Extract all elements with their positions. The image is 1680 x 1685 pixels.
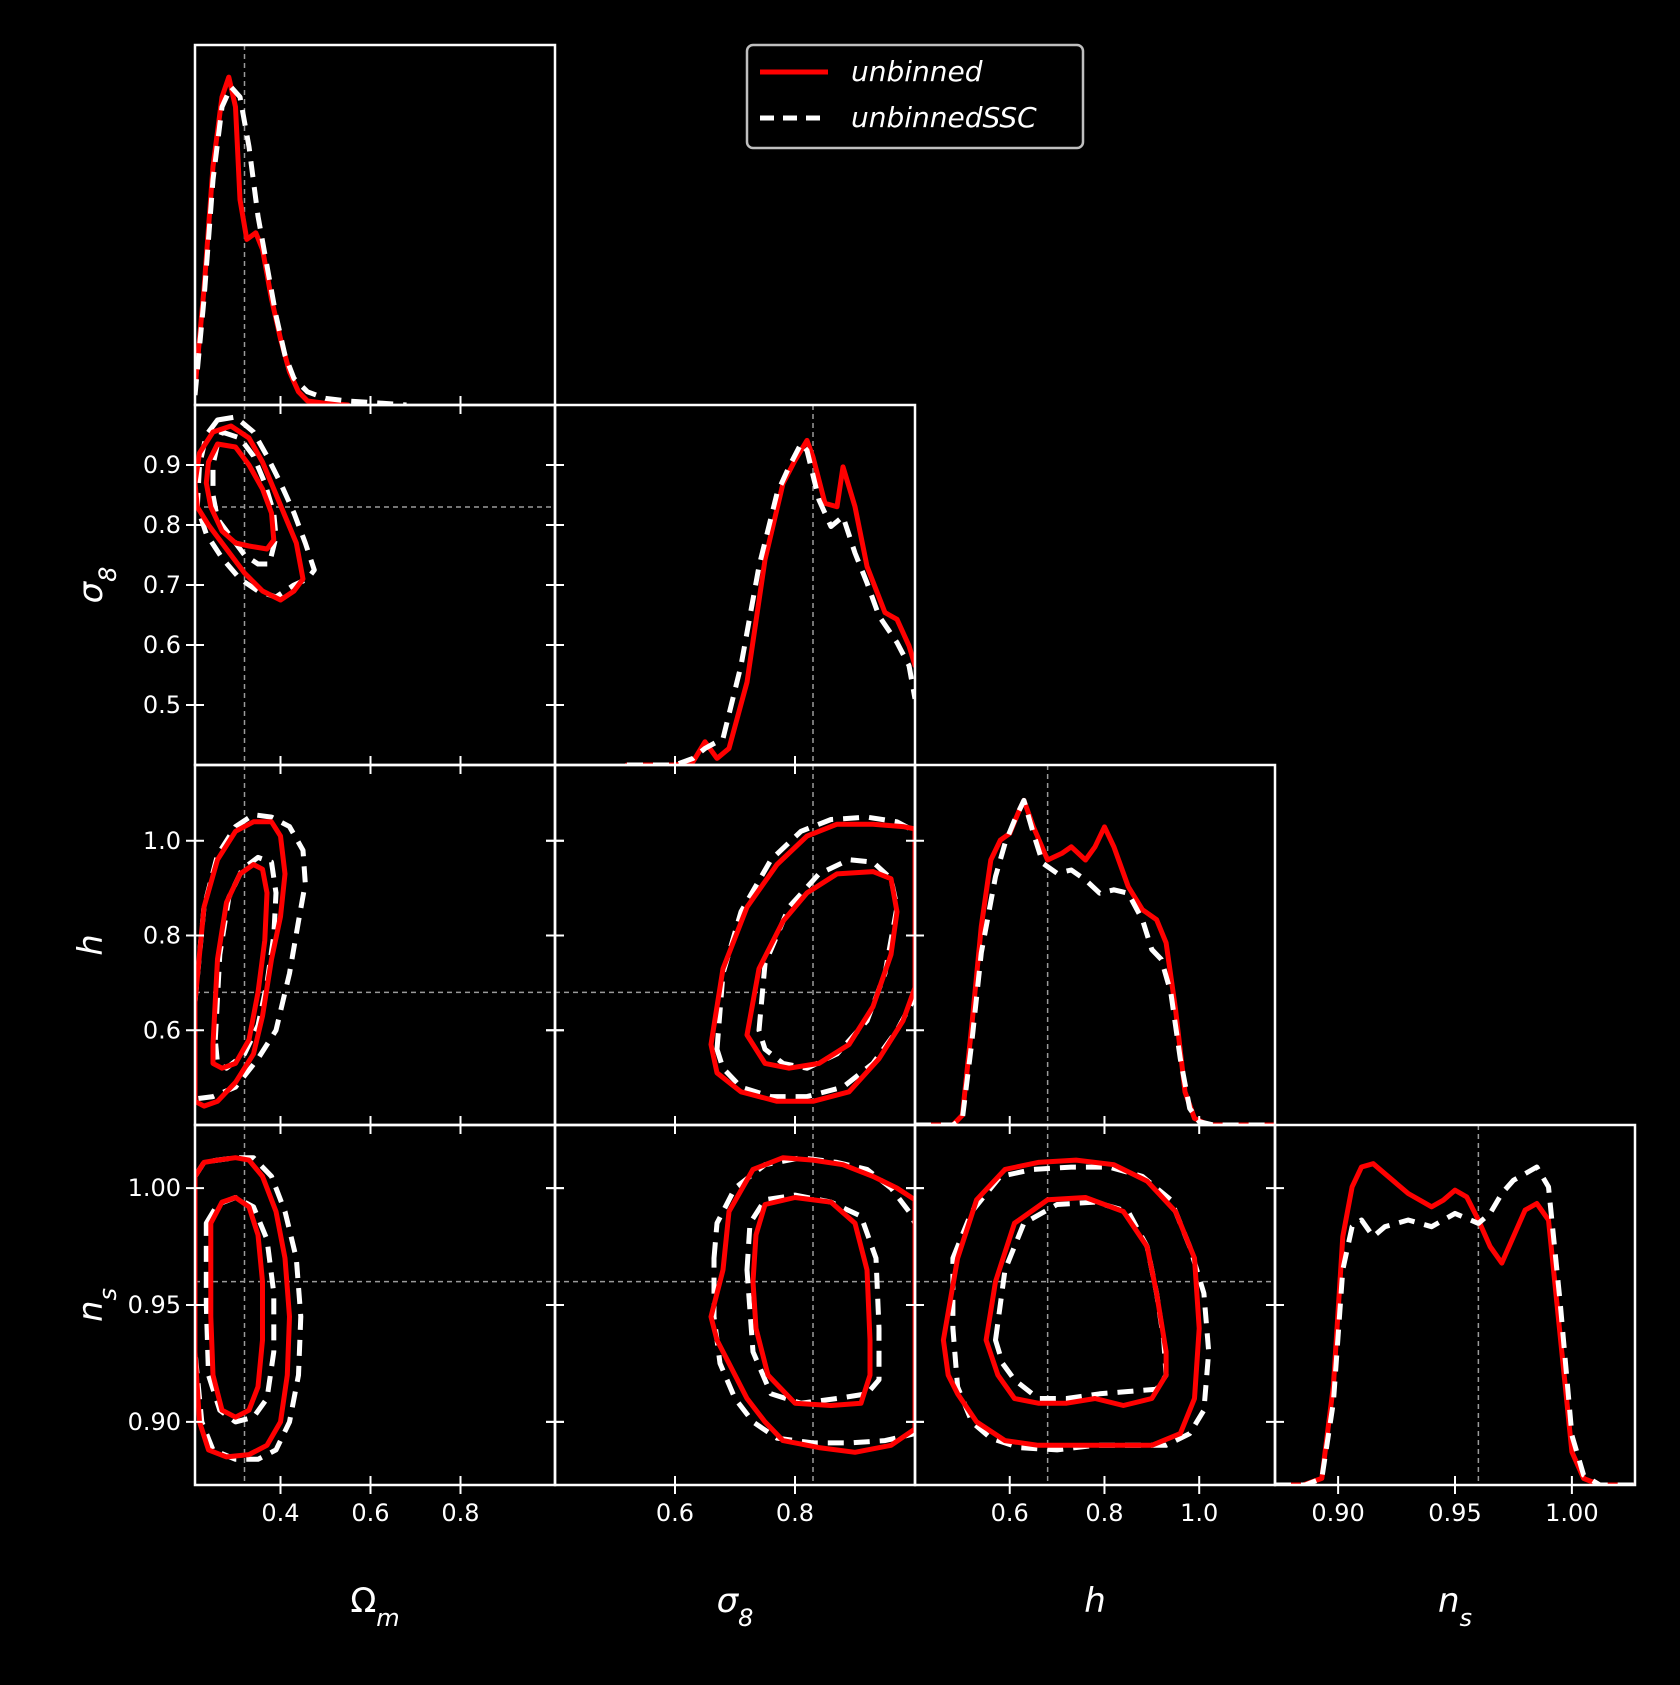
x-tick-label-ns: 0.90	[1311, 1499, 1364, 1527]
y-tick-label-s8: 0.8	[143, 511, 181, 539]
contour-h-ns-unbinnedssc-95	[950, 1164, 1212, 1453]
corner-panels: 0.50.60.70.80.90.60.81.00.4 0.6 0.80.900.9…	[71, 43, 1637, 1632]
contour-Om-ns-unbinned-95	[195, 1155, 292, 1460]
marginal-ns-unbinned	[1275, 1161, 1635, 1485]
x-axis-label-s8: σ8	[717, 1581, 754, 1632]
panel-h-h	[913, 763, 1277, 1134]
panel-Om-Om	[193, 43, 557, 414]
contour-Om-s8-unbinned-68	[203, 441, 277, 552]
y-tick-label-h: 0.6	[143, 1016, 181, 1044]
marginal-h-unbinned	[915, 797, 1275, 1125]
contour-Om-h-unbinned-68	[210, 862, 270, 1071]
legend-label-unbinnedssc: unbinnedSSC	[851, 101, 1037, 134]
y-tick-label-ns: 1.00	[128, 1174, 181, 1202]
y-tick-label-s8: 0.5	[143, 691, 181, 719]
x-tick-label-Om: 0.6	[351, 1499, 389, 1527]
x-tick-label-Om: 0.8	[441, 1499, 479, 1527]
x-axis-label-ns: ns	[1438, 1581, 1472, 1632]
legend: unbinned unbinnedSSC	[745, 43, 1085, 150]
y-axis-label-s8: σ8	[71, 567, 122, 604]
y-tick-label-ns: 0.90	[128, 1408, 181, 1436]
y-tick-label-h: 1.0	[143, 827, 181, 855]
panel-Om-h: 0.6 0.8 1.0	[143, 763, 564, 1134]
x-tick-label-ns: 1.00	[1545, 1499, 1598, 1527]
contour-Om-s8-unbinned-95	[195, 423, 306, 603]
legend-frame	[745, 43, 1085, 150]
panel-s8-ns: 0.6 0.8	[546, 1123, 924, 1527]
x-tick-label-ns: 0.95	[1428, 1499, 1481, 1527]
contour-s8-ns-unbinned-68	[750, 1195, 873, 1408]
legend-label-unbinned: unbinned	[851, 55, 983, 88]
panel-h-ns: 0.6 0.8 1.0	[906, 1123, 1284, 1527]
y-axis-label-h: h	[71, 934, 111, 956]
x-tick-label-s8: 0.8	[776, 1499, 814, 1527]
contour-h-ns-unbinnedssc-68	[993, 1199, 1169, 1401]
y-axis-label-ns: ns	[71, 1288, 122, 1322]
marginal-s8-unbinnedssc	[627, 441, 915, 765]
panel-s8-s8	[553, 403, 917, 774]
contour-Om-s8-unbinnedssc-68	[210, 429, 279, 567]
contour-h-ns-unbinned-95	[940, 1157, 1202, 1448]
contour-s8-ns-unbinnedssc-68	[744, 1192, 882, 1406]
marginal-h-unbinnedssc	[915, 797, 1275, 1125]
contour-s8-h-unbinned-95	[708, 821, 915, 1104]
x-tick-label-s8: 0.6	[656, 1499, 694, 1527]
x-axis-label-h: h	[1084, 1581, 1106, 1621]
panel-frame	[553, 763, 917, 1127]
panel-frame	[193, 43, 557, 407]
y-tick-label-h: 0.8	[143, 922, 181, 950]
panel-frame	[553, 403, 917, 767]
y-tick-label-s8: 0.7	[143, 571, 181, 599]
marginal-Om-unbinnedssc	[195, 84, 407, 405]
x-tick-label-h: 0.6	[991, 1499, 1029, 1527]
panel-Om-s8: 0.5 0.6 0.7 0.8 0.9	[143, 403, 564, 774]
contour-h-ns-unbinned-68	[983, 1195, 1169, 1408]
x-tick-label-h: 1.0	[1180, 1499, 1218, 1527]
y-tick-label-s8: 0.9	[143, 451, 181, 479]
contour-Om-ns-unbinned-68	[208, 1195, 265, 1420]
panel-s8-h	[546, 763, 924, 1134]
contour-Om-ns-unbinnedssc-68	[203, 1195, 277, 1425]
panel-frame	[193, 1123, 557, 1487]
marginal-ns-unbinnedssc	[1275, 1164, 1635, 1485]
contour-s8-ns-unbinned-95	[708, 1155, 915, 1455]
contour-s8-h-unbinned-68	[744, 869, 900, 1071]
x-tick-label-h: 0.8	[1085, 1499, 1123, 1527]
x-tick-label-Om: 0.4	[261, 1499, 299, 1527]
contour-Om-h-unbinned-95	[195, 819, 288, 1109]
y-tick-label-s8: 0.6	[143, 631, 181, 659]
y-tick-label-ns: 0.95	[128, 1291, 181, 1319]
panel-ns-ns: 0.90 0.95 1.00	[1273, 1123, 1637, 1527]
panel-Om-ns: 0.4 0.6 0.8 0.90 0.95 1.00	[128, 1123, 564, 1527]
contour-s8-h-unbinnedssc-68	[756, 857, 900, 1071]
panel-frame	[553, 1123, 917, 1487]
x-axis-label-Om: Ωm	[350, 1581, 399, 1632]
contour-Om-ns-unbinnedssc-95	[195, 1155, 304, 1462]
panel-frame	[913, 1123, 1277, 1487]
contour-s8-h-unbinnedssc-95	[714, 814, 915, 1100]
